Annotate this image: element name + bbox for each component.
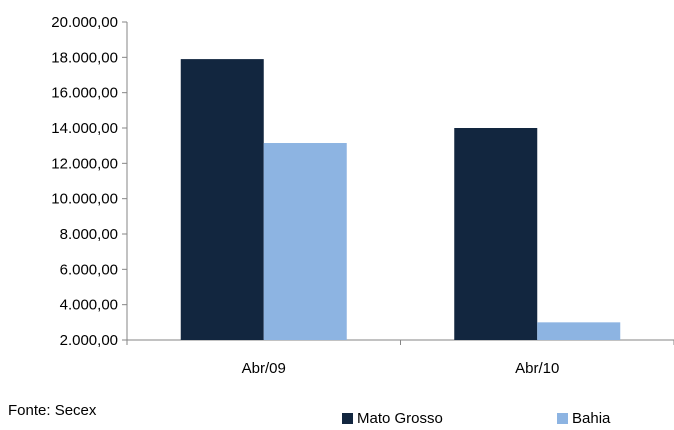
legend-label-mato-grosso: Mato Grosso [357, 410, 443, 427]
legend-swatch-bahia [557, 413, 568, 424]
y-tick-label: 6.000,00 [60, 261, 118, 278]
chart-legend: Mato Grosso Bahia [0, 410, 674, 430]
y-tick-label: 14.000,00 [51, 120, 118, 137]
bar-mato-grosso-abr-10 [454, 128, 538, 340]
y-tick-label: 18.000,00 [51, 49, 118, 66]
bar-mato-grosso-abr-09 [180, 59, 264, 340]
y-tick-label: 12.000,00 [51, 155, 118, 172]
x-category-label: Abr/10 [515, 360, 559, 377]
bar-bahia-abr-09 [263, 143, 347, 340]
x-axis-category-labels: Abr/09 Abr/10 [242, 360, 560, 377]
y-tick-label: 2.000,00 [60, 332, 118, 349]
legend-item-bahia: Bahia [557, 410, 610, 427]
legend-label-bahia: Bahia [572, 410, 611, 427]
chart-bars [180, 59, 621, 340]
y-tick-label: 20.000,00 [51, 14, 118, 31]
y-tick-label: 16.000,00 [51, 85, 118, 102]
y-tick-label: 8.000,00 [60, 226, 118, 243]
y-axis-tick-labels: 2.000,00 4.000,00 6.000,00 8.000,00 10.000,0… [51, 14, 118, 349]
y-tick-label: 10.000,00 [51, 191, 118, 208]
y-tick-label: 4.000,00 [60, 297, 118, 314]
source-note: Fonte: Secex [8, 402, 97, 419]
legend-item-mato-grosso: Mato Grosso [342, 410, 443, 427]
bar-bahia-abr-10 [537, 322, 621, 340]
bar-chart: 2.000,00 4.000,00 6.000,00 8.000,00 10.000,0… [51, 14, 674, 377]
x-category-label: Abr/09 [242, 360, 286, 377]
legend-swatch-mato-grosso [342, 413, 353, 424]
